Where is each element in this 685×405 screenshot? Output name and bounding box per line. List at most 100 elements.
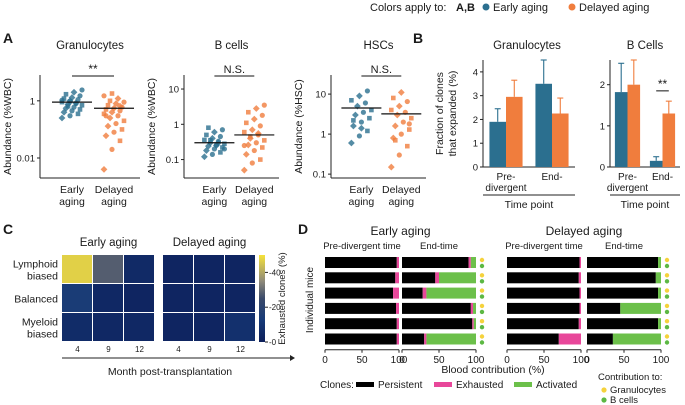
a-ytick-label: 1 — [30, 96, 35, 107]
b-category-label: Pre- — [618, 172, 637, 183]
a-delayed-point — [391, 95, 396, 101]
d-bar-exhausted — [470, 302, 474, 314]
d-bar-exhausted — [558, 333, 581, 345]
d-legend-label-exhausted: Exhausted — [456, 380, 503, 391]
d-bcell-dot — [664, 279, 670, 284]
d-granulocyte-dot — [479, 273, 485, 278]
a-delayed-point — [387, 163, 395, 171]
d-bar-persistent — [507, 287, 580, 299]
d-bar-persistent — [587, 302, 621, 314]
d-bcell-dot — [479, 263, 485, 269]
d-granulocyte-dot — [664, 303, 670, 309]
a-delayed-point — [389, 107, 394, 113]
a-delayed-point — [261, 102, 267, 108]
a-early-point — [217, 133, 223, 140]
panel-b: Fraction of clones that expanded (%) Granu… — [434, 40, 680, 211]
d-bar-persistent — [325, 318, 397, 330]
a-delayed-point — [248, 126, 256, 134]
a-delayed-point — [391, 122, 399, 130]
a-group-label: Early — [60, 184, 85, 196]
d-legend-swatch-activated — [514, 382, 532, 387]
a-subplot-title: Granulocytes — [56, 40, 124, 52]
d-bcell-dot — [479, 340, 485, 345]
d-granulocyte-dot — [664, 334, 670, 339]
a-early-point — [208, 138, 213, 143]
a-delayed-point — [107, 98, 113, 104]
c-heatmap-cell — [225, 313, 255, 341]
a-delayed-point — [395, 102, 403, 110]
d-xtick-label: 100 — [653, 355, 670, 366]
d-bar-persistent — [325, 302, 397, 314]
a-early-point — [206, 125, 211, 131]
a-delayed-point — [242, 129, 247, 135]
c-heatmap-cell — [124, 313, 154, 341]
d-bcell-dot — [664, 325, 670, 330]
a-delayed-point — [246, 109, 251, 115]
d-legend-prefix: Clones: — [320, 380, 354, 391]
c-heatmap-cell — [93, 313, 123, 341]
a-delayed-point — [252, 105, 260, 112]
d-bar-persistent — [587, 257, 659, 268]
d-xtick-label: 50 — [538, 355, 550, 366]
b-ytick-label: 1 — [473, 139, 478, 150]
a-ytick-label: 10 — [315, 90, 326, 101]
a-early-point — [358, 124, 365, 132]
d-bar-exhausted — [578, 318, 581, 330]
a-early-point — [365, 128, 370, 134]
legend-delayed-label: Delayed aging — [579, 2, 649, 14]
a-early-point — [202, 137, 207, 143]
a-delayed-point — [113, 120, 119, 127]
b-ytick-label: 4 — [473, 67, 478, 78]
d-subtitle-end: End-time — [420, 241, 458, 252]
a-delayed-point — [393, 111, 401, 119]
a-delayed-point — [251, 147, 257, 154]
d-xtick-label: 100 — [391, 355, 408, 366]
a-early-point — [209, 151, 215, 158]
d-granulocyte-dot — [664, 273, 670, 278]
d-contribution-name: Granulocytes — [610, 385, 666, 396]
d-bar-activated — [620, 302, 661, 314]
d-bar-exhausted — [393, 287, 399, 299]
a-early-point — [67, 99, 73, 104]
d-bar-exhausted — [435, 272, 439, 284]
a-ytick-label: 0.1 — [313, 170, 326, 181]
d-bcell-dot — [479, 309, 485, 315]
c-column-label: 4 — [75, 345, 80, 354]
d-contribution-swatch — [601, 387, 607, 393]
a-early-point — [350, 122, 357, 130]
d-xtick-label: 0 — [504, 355, 510, 366]
a-delayed-point — [104, 122, 112, 130]
d-bcell-dot — [664, 263, 670, 269]
b-category-label: divergent — [485, 183, 526, 194]
d-bar-persistent — [507, 272, 579, 284]
d-subtitle-pre: Pre-divergent time — [323, 241, 401, 252]
a-delayed-point — [253, 140, 259, 146]
c-arrow-head — [290, 355, 295, 361]
d-bar-activated — [612, 333, 661, 345]
d-bar-persistent — [402, 302, 471, 314]
a-delayed-point — [121, 99, 127, 105]
d-bar-exhausted — [396, 333, 399, 345]
a-delayed-point — [101, 93, 107, 99]
a-early-point — [222, 141, 227, 147]
a-delayed-point — [101, 111, 107, 117]
a-sig-label: N.S. — [371, 64, 392, 76]
a-delayed-point — [397, 89, 405, 96]
d-legend-swatch-persistent — [356, 382, 374, 387]
a-early-point — [58, 114, 66, 122]
a-early-point — [70, 88, 78, 96]
a-group-label: aging — [241, 196, 267, 208]
b-sig-label: ** — [658, 77, 668, 91]
a-delayed-point — [109, 91, 115, 96]
a-group-label: Delayed — [382, 184, 421, 196]
d-bar-exhausted — [579, 302, 581, 314]
c-heatmap-cell — [163, 313, 193, 341]
c-column-label: 9 — [106, 345, 111, 354]
b-xlabel: Time point — [505, 199, 554, 211]
b-subplot-title: Granulocytes — [493, 40, 561, 52]
b-ytick-label: 1 — [600, 121, 605, 132]
b-ylabel-line1: Fraction of clones — [434, 72, 446, 155]
d-granulocyte-dot — [479, 334, 485, 339]
d-bar-persistent — [507, 318, 579, 330]
c-xlabel: Month post-transplantation — [108, 366, 232, 378]
